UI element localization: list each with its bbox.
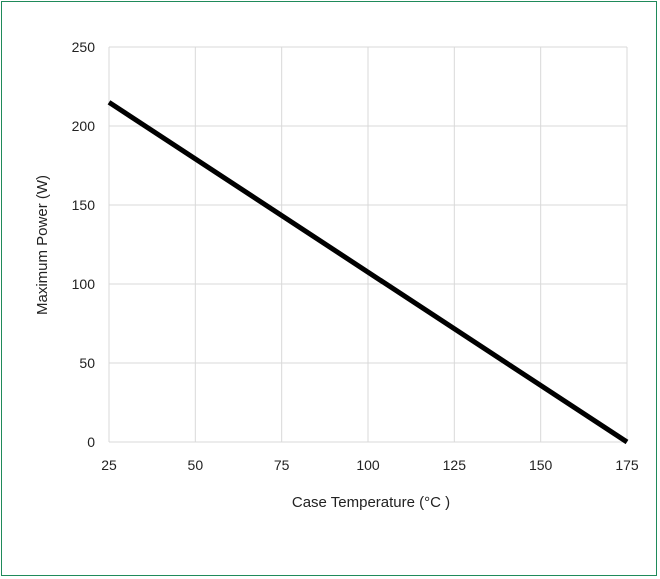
y-tick-label: 50: [79, 355, 95, 371]
x-tick-label: 50: [188, 457, 204, 473]
y-tick-label: 200: [72, 118, 96, 134]
y-tick-labels: 0 50 100 150 200 250: [72, 39, 96, 450]
y-tick-label: 100: [72, 276, 96, 292]
y-axis-title: Maximum Power (W): [34, 175, 51, 315]
series: [107, 100, 629, 445]
y-tick-label: 250: [72, 39, 96, 55]
x-axis-title: Case Temperature (°C ): [292, 494, 450, 511]
y-tick-label: 150: [72, 197, 96, 213]
series-line: [107, 100, 629, 445]
x-tick-labels: 25 50 75 100 125 150 175: [101, 457, 639, 473]
x-tick-label: 150: [529, 457, 553, 473]
x-tick-label: 75: [274, 457, 290, 473]
x-tick-label: 175: [615, 457, 639, 473]
x-tick-label: 25: [101, 457, 117, 473]
y-tick-label: 0: [87, 434, 95, 450]
x-tick-label: 125: [443, 457, 467, 473]
grid: [108, 46, 628, 442]
x-tick-label: 100: [356, 457, 380, 473]
